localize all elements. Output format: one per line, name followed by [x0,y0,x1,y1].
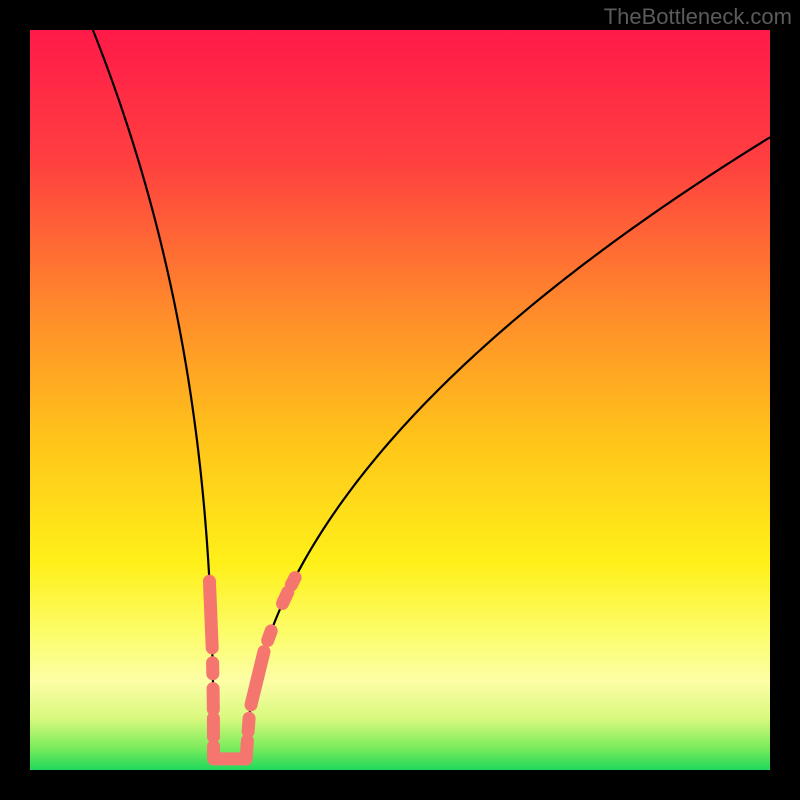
watermark-text: TheBottleneck.com [604,4,792,30]
overlay-segment [268,631,272,641]
overlay-segment [246,740,247,759]
overlay-segment [209,581,212,648]
overlay-segment [248,718,249,731]
chart-root: TheBottleneck.com [0,0,800,800]
overlay-segment [283,592,288,603]
overlay-segment [291,578,295,585]
bottleneck-chart [0,0,800,800]
